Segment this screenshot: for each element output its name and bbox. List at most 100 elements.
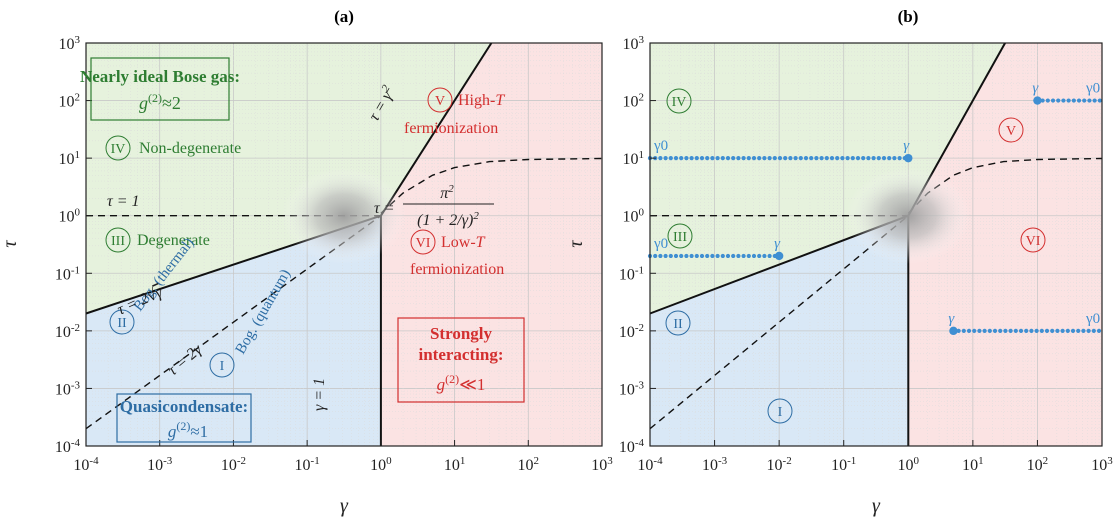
path-dot [966, 328, 972, 333]
svg-text:V: V [1006, 124, 1016, 139]
panel-b-title: (b) [898, 7, 919, 26]
path-dot [731, 156, 736, 161]
path-start-label: γ0 [1085, 81, 1100, 97]
path-start-label: γ0 [653, 138, 668, 154]
path-end-label: γ [774, 236, 781, 252]
path-dot [684, 156, 689, 161]
path-dot [892, 156, 897, 161]
path-dot [679, 156, 684, 161]
path-dot [757, 253, 762, 259]
x-tick-label: 103 [1091, 455, 1113, 474]
path-dot [741, 156, 746, 161]
path-dot [668, 253, 673, 259]
box-ideal-title: Nearly ideal Bose gas: [80, 67, 240, 86]
path-dot [1056, 98, 1061, 103]
path-dot [746, 253, 751, 259]
x-tick-label: 10-4 [637, 455, 663, 474]
panel-b-xlabel: γ [872, 495, 881, 517]
path-dot [977, 328, 982, 333]
path-end-marker [1033, 96, 1042, 105]
x-tick-label: 10-1 [831, 455, 856, 474]
box-ideal-formula: g(2)≈2 [139, 91, 181, 113]
path-dot [1055, 328, 1060, 333]
path-dot [767, 156, 772, 161]
svg-text:IV: IV [672, 95, 687, 110]
path-dot [793, 156, 798, 161]
y-tick-label: 10-1 [619, 264, 644, 283]
path-dot [809, 156, 814, 161]
path-dot [987, 328, 992, 333]
path-dot [710, 253, 715, 259]
y-tick-label: 100 [623, 207, 645, 226]
path-dot [1086, 328, 1091, 333]
x-tick-label: 102 [518, 455, 540, 474]
region-green [650, 43, 1006, 314]
svg-text:V: V [435, 94, 445, 109]
path-dot [814, 156, 819, 161]
path-dot [855, 156, 861, 161]
b-region-II: II [665, 310, 691, 336]
curve-dashed [380, 157, 603, 214]
path-start-label: γ0 [1085, 311, 1100, 327]
path-dot [1097, 98, 1102, 103]
path-dot [887, 156, 892, 161]
path-dot [694, 156, 699, 161]
path-dot [1087, 98, 1092, 103]
panel-b-frame [649, 42, 1103, 447]
box-ideal-bose: Nearly ideal Bose gas: g(2)≈2 [80, 57, 240, 121]
y-tick-label: 101 [623, 149, 645, 168]
svg-text:I: I [220, 359, 225, 374]
x-tick-label: 10-3 [147, 455, 173, 474]
box-strong-formula: g(2)≪1 [437, 372, 486, 394]
x-tick-label: 10-1 [295, 455, 320, 474]
y-tick-label: 10-4 [55, 437, 81, 456]
svg-text:VI: VI [416, 236, 431, 251]
path-dot [1082, 98, 1087, 103]
path-dot [673, 156, 679, 161]
path-dot [1040, 98, 1045, 103]
y-tick-label: 10-1 [55, 264, 80, 283]
path-end-label: γ [903, 138, 910, 154]
svg-text:(1 + 2/γ)2: (1 + 2/γ)2 [417, 210, 479, 229]
path-dot [829, 156, 835, 161]
x-tick-label: 10-2 [767, 455, 792, 474]
path-dot [1071, 98, 1076, 103]
path-dot [762, 156, 767, 161]
path-dot [788, 156, 793, 161]
path-dot [741, 253, 746, 259]
panel-b-crossover-blur [846, 168, 970, 264]
y-tick-label: 103 [59, 34, 81, 53]
x-tick-label: 100 [370, 455, 392, 474]
panel-a-ylabel: τ [0, 240, 21, 248]
y-tick-label: 100 [59, 207, 81, 226]
path-dot [751, 253, 757, 259]
svg-text:fermionization: fermionization [404, 120, 498, 137]
path-dot [705, 156, 710, 161]
path-dot [876, 156, 881, 161]
y-tick-label: 101 [59, 149, 81, 168]
path-dot [1045, 98, 1050, 103]
path-dot [668, 156, 673, 161]
x-tick-label: 101 [444, 455, 466, 474]
b-region-III: III [667, 223, 693, 249]
path-dot [1013, 328, 1018, 333]
panel-a-xlabel: γ [340, 495, 349, 517]
path-dot [736, 156, 741, 161]
eq-tau-pi-fraction: τ = π2 (1 + 2/γ)2 [374, 183, 494, 229]
svg-text:High-T: High-T [458, 92, 505, 109]
path-start-label: γ0 [653, 236, 668, 252]
path-dot [1076, 98, 1082, 103]
path-dot [1008, 328, 1013, 333]
path-dot [835, 156, 840, 161]
path-dot [715, 156, 720, 161]
y-tick-label: 10-3 [55, 379, 81, 398]
path-dot [720, 253, 725, 259]
svg-text:II: II [117, 316, 127, 331]
path-dot [1034, 328, 1039, 333]
y-tick-label: 10-4 [619, 437, 645, 456]
panel-a: (a) 10-4 10-3 10-2 10-1 100 101 102 103 10-4 10-3… [0, 7, 613, 517]
path-dot [1024, 328, 1029, 333]
path-dot [1003, 328, 1008, 333]
svg-text:fermionization: fermionization [410, 261, 504, 278]
path-dot [1066, 98, 1071, 103]
